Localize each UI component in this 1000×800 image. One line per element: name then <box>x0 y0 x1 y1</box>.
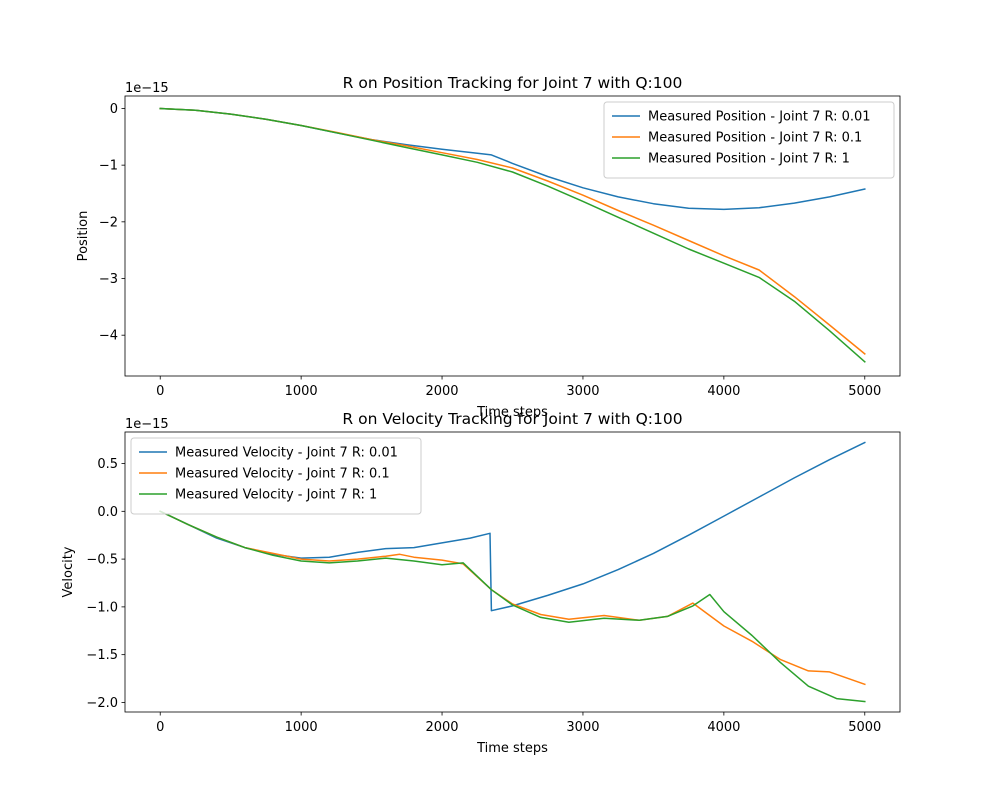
y-tick-label: −1.5 <box>86 648 118 663</box>
y-tick-label: 0.0 <box>97 505 118 520</box>
legend-box <box>603 101 895 179</box>
x-axis-label: Time steps <box>476 405 548 420</box>
x-tick-label: 0 <box>156 720 164 735</box>
series-line-1 <box>159 441 866 612</box>
legend: Measured Velocity - Joint 7 R: 0.01 Measu… <box>130 437 422 515</box>
y-tick-label: 0.5 <box>97 457 118 472</box>
y-tick-label: −0.5 <box>86 553 118 568</box>
x-tick-label: 1000 <box>285 384 318 399</box>
series-line-3 <box>159 107 866 363</box>
legend-label: Measured Velocity - Joint 7 R: 1 <box>175 488 377 503</box>
y-tick-label: −4 <box>99 329 118 344</box>
y-tick-label: −2 <box>99 215 118 230</box>
legend-label: Measured Velocity - Joint 7 R: 0.01 <box>175 446 398 461</box>
x-tick-label: 5000 <box>848 384 881 399</box>
x-tick-label: 0 <box>156 384 164 399</box>
y-tick-label: −1 <box>99 159 118 174</box>
x-tick-label: 3000 <box>566 720 599 735</box>
chart-panel-1: 0 1000 2000 3000 4000 5000 0 −1 −2 −3 −4 1e−15 R on … <box>76 74 901 420</box>
series-lines <box>159 441 866 703</box>
legend: Measured Position - Joint 7 R: 0.01 Measu… <box>603 101 895 179</box>
axis-offset-text: 1e−15 <box>125 417 169 432</box>
y-axis-label: Velocity <box>61 546 76 597</box>
legend-box <box>130 437 422 515</box>
x-tick-label: 5000 <box>848 720 881 735</box>
x-tick-label: 2000 <box>425 384 458 399</box>
legend-label: Measured Velocity - Joint 7 R: 0.1 <box>175 467 390 482</box>
chart-title: R on Position Tracking for Joint 7 with … <box>343 74 683 92</box>
chart-title: R on Velocity Tracking for Joint 7 with … <box>342 410 682 428</box>
axes-frame <box>124 95 901 377</box>
y-axis-label: Position <box>76 211 91 262</box>
series-lines <box>159 107 866 363</box>
series-line-2 <box>159 510 866 686</box>
legend-label: Measured Position - Joint 7 R: 0.1 <box>648 131 862 146</box>
x-tick-label: 4000 <box>707 384 740 399</box>
legend-label: Measured Position - Joint 7 R: 1 <box>648 152 850 167</box>
series-line-3 <box>159 510 866 703</box>
x-axis-label: Time steps <box>476 741 548 756</box>
x-tick-label: 3000 <box>566 384 599 399</box>
x-tick-label: 2000 <box>425 720 458 735</box>
axes-frame <box>124 431 901 713</box>
x-tick-label: 4000 <box>707 720 740 735</box>
x-tick-label: 1000 <box>285 720 318 735</box>
y-tick-label: 0 <box>110 102 118 117</box>
y-tick-label: −3 <box>99 272 118 287</box>
chart-panel-2: 0 1000 2000 3000 4000 5000 0.5 0.0 −0.5 −1.0 −1.5 −… <box>61 410 901 756</box>
axis-offset-text: 1e−15 <box>125 81 169 96</box>
legend-label: Measured Position - Joint 7 R: 0.01 <box>648 110 871 125</box>
y-tick-label: −1.0 <box>86 600 118 615</box>
y-tick-label: −2.0 <box>86 696 118 711</box>
